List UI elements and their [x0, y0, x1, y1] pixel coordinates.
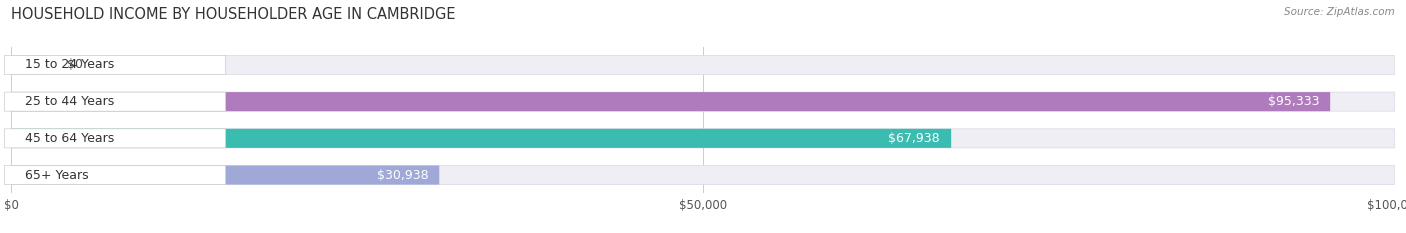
Text: $0: $0 — [66, 58, 83, 72]
FancyBboxPatch shape — [4, 55, 226, 75]
FancyBboxPatch shape — [4, 92, 226, 111]
Text: 65+ Years: 65+ Years — [25, 168, 89, 182]
FancyBboxPatch shape — [11, 129, 952, 148]
FancyBboxPatch shape — [11, 129, 1395, 148]
Text: 45 to 64 Years: 45 to 64 Years — [25, 132, 114, 145]
Text: HOUSEHOLD INCOME BY HOUSEHOLDER AGE IN CAMBRIDGE: HOUSEHOLD INCOME BY HOUSEHOLDER AGE IN C… — [11, 7, 456, 22]
FancyBboxPatch shape — [11, 92, 1395, 111]
Text: $95,333: $95,333 — [1268, 95, 1319, 108]
FancyBboxPatch shape — [11, 55, 46, 75]
Text: $67,938: $67,938 — [889, 132, 941, 145]
FancyBboxPatch shape — [4, 165, 226, 185]
Text: 15 to 24 Years: 15 to 24 Years — [25, 58, 114, 72]
Text: Source: ZipAtlas.com: Source: ZipAtlas.com — [1284, 7, 1395, 17]
FancyBboxPatch shape — [11, 165, 439, 185]
Text: 25 to 44 Years: 25 to 44 Years — [25, 95, 114, 108]
Text: $30,938: $30,938 — [377, 168, 429, 182]
FancyBboxPatch shape — [11, 92, 1330, 111]
FancyBboxPatch shape — [11, 55, 1395, 75]
FancyBboxPatch shape — [4, 129, 226, 148]
FancyBboxPatch shape — [11, 165, 1395, 185]
